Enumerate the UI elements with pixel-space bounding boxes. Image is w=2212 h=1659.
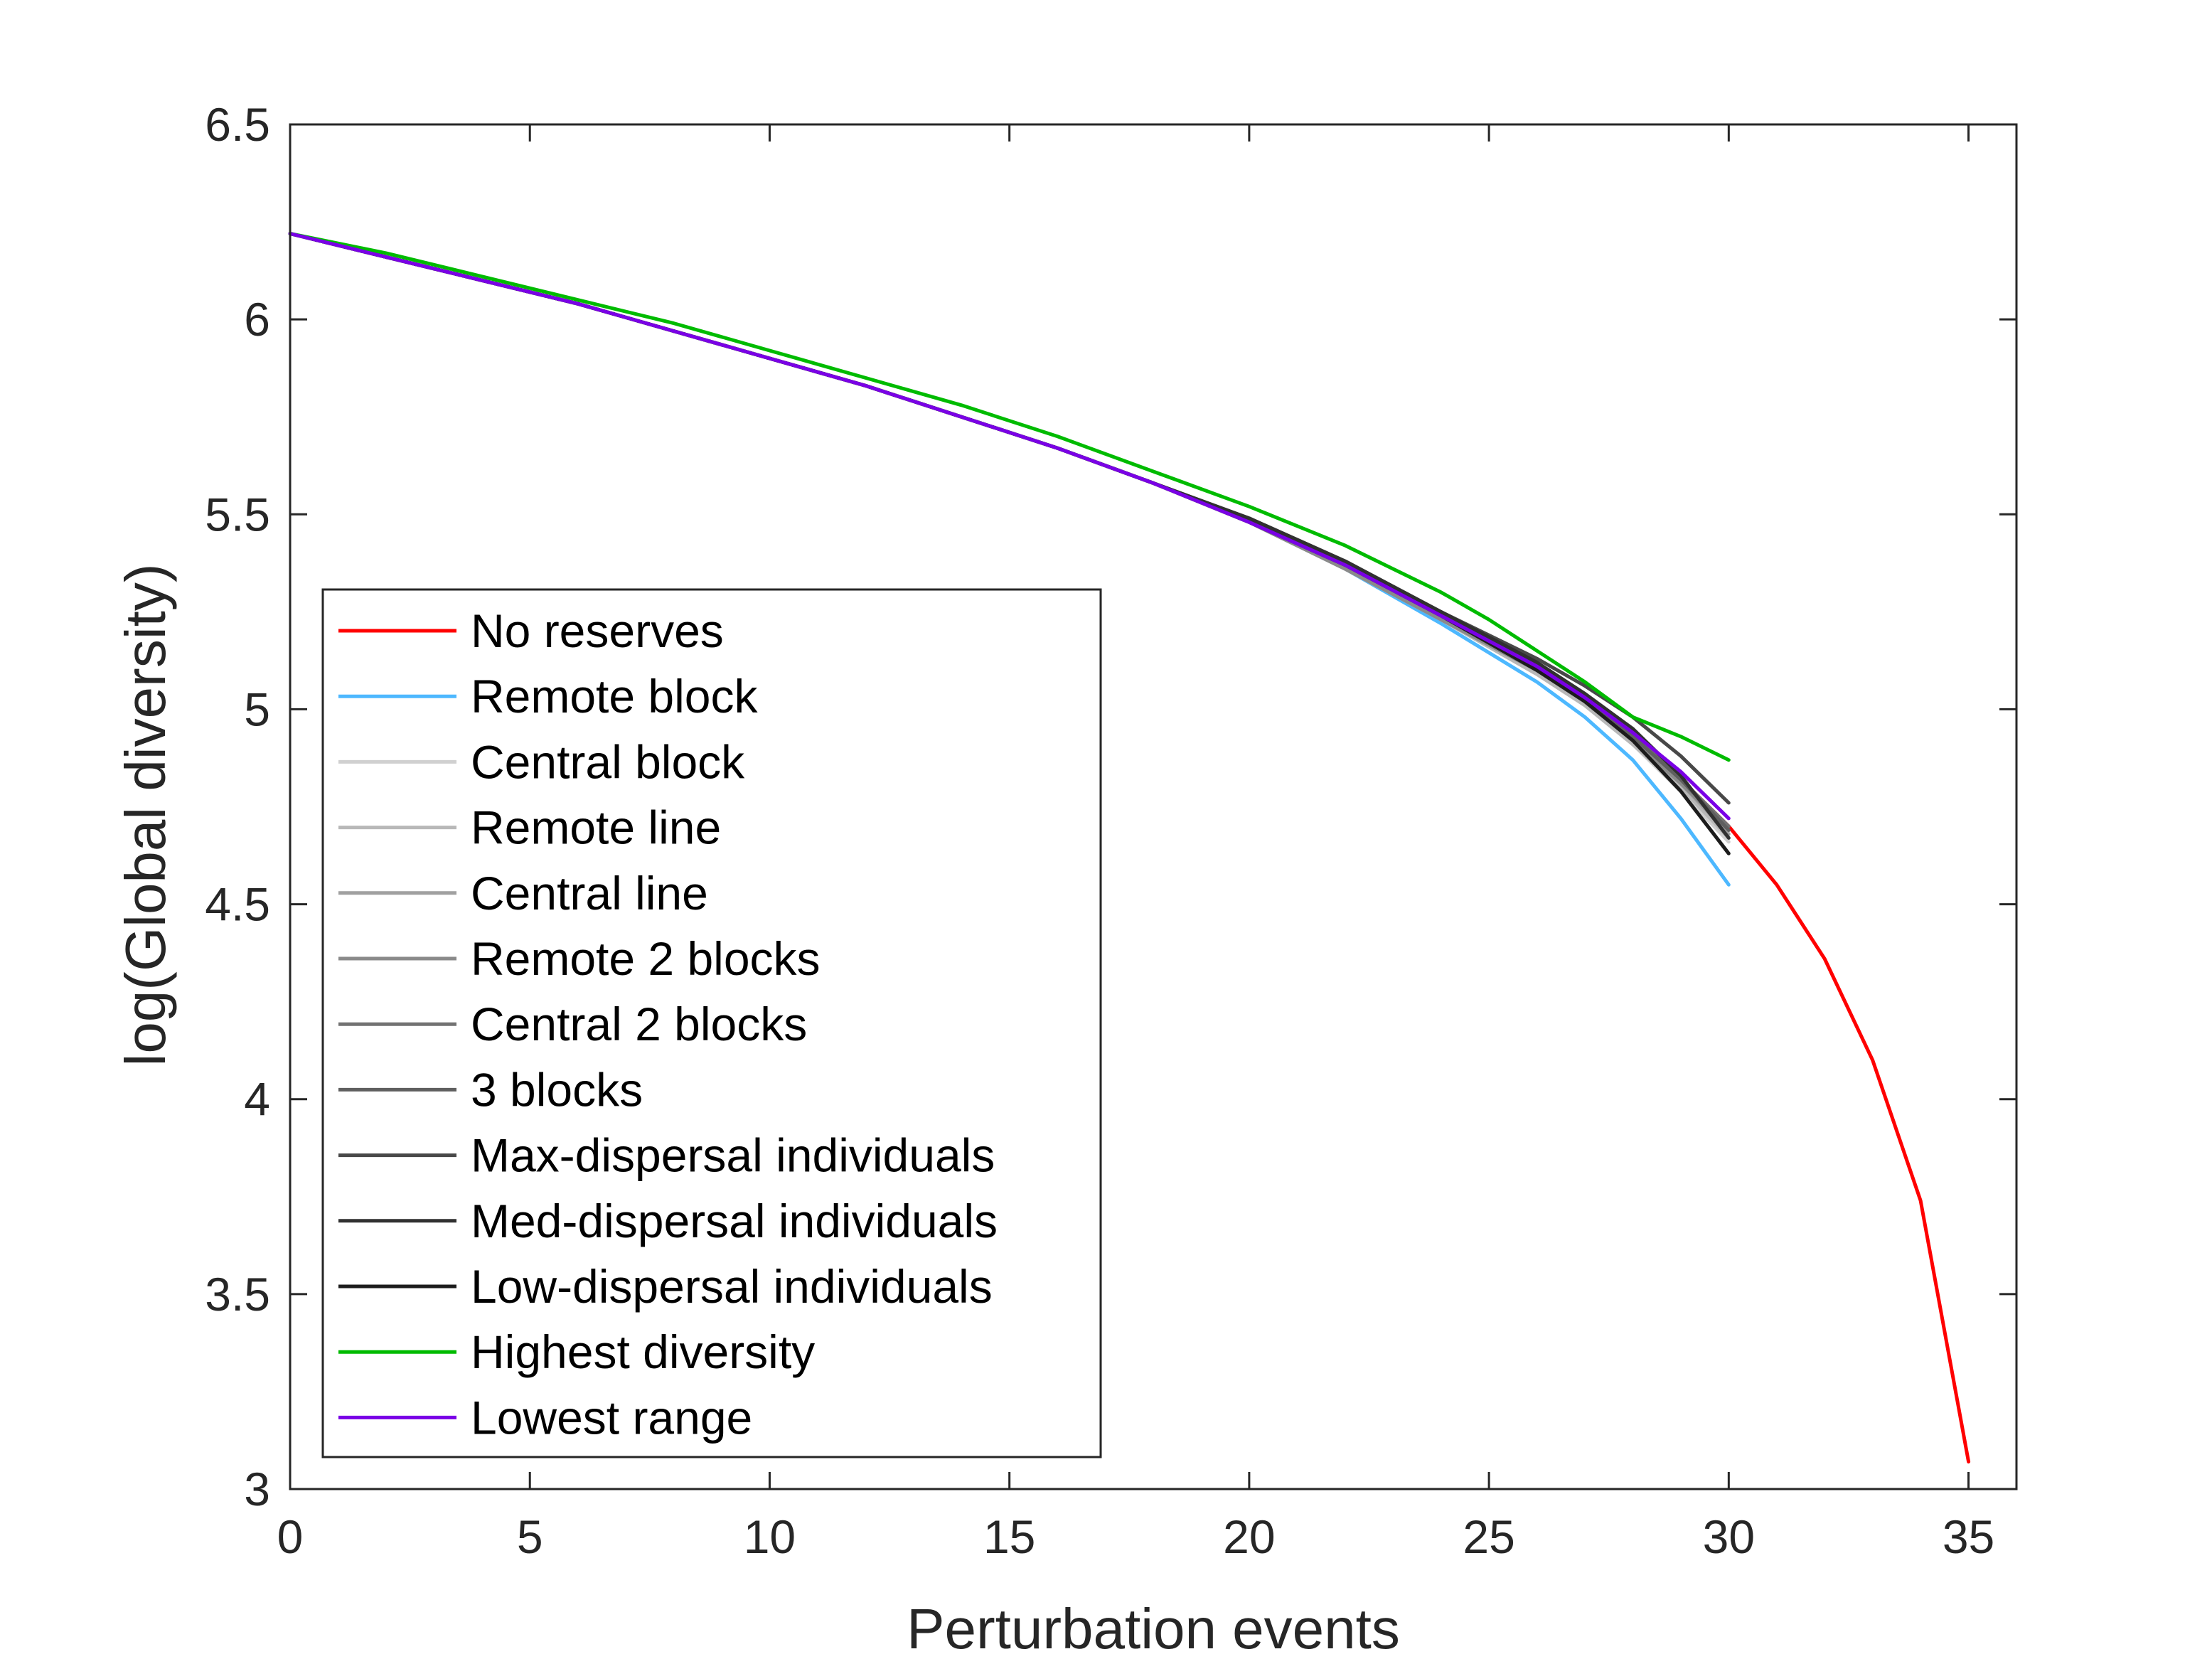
legend-item: Central 2 blocks — [338, 998, 807, 1050]
x-tick-label: 0 — [277, 1510, 304, 1563]
x-tick-label: 30 — [1703, 1510, 1755, 1563]
legend-label: Highest diversity — [471, 1325, 815, 1378]
x-tick-label: 35 — [1943, 1510, 1994, 1563]
legend-label: 3 blocks — [471, 1063, 643, 1116]
legend-label: No reserves — [471, 604, 724, 657]
legend-item: Max-dispersal individuals — [338, 1129, 995, 1182]
legend-item: Low-dispersal individuals — [338, 1260, 993, 1313]
y-tick-label: 3.5 — [205, 1268, 270, 1321]
series-line — [288, 232, 1731, 762]
x-tick-label: 5 — [517, 1510, 543, 1563]
legend-label: Central 2 blocks — [471, 998, 807, 1050]
legend-item: Remote line — [338, 801, 721, 854]
legend-item: Remote block — [338, 670, 759, 722]
axes-box — [289, 123, 2018, 1490]
axes-frame — [289, 123, 2018, 1490]
ticks: 0 5 10 15 20 25 30 35 3 3.5 4 4.5 5 5.5 6 6.5 — [205, 98, 2016, 1563]
legend-label: Low-dispersal individuals — [471, 1260, 993, 1313]
series-12 — [288, 232, 1731, 821]
y-tick-label: 5.5 — [205, 488, 270, 540]
y-axis-title: log(Global diversity) — [114, 564, 177, 1067]
x-tick-label: 25 — [1463, 1510, 1514, 1563]
legend-label: Central line — [471, 867, 708, 919]
x-axis-title: Perturbation events — [907, 1597, 1400, 1659]
legend: No reserves Remote block Central block Remo… — [321, 588, 1102, 1458]
series-layer — [288, 232, 1971, 1464]
legend-label: Med-dispersal individuals — [471, 1195, 998, 1247]
y-tick-label: 6 — [244, 293, 270, 346]
legend-label: Max-dispersal individuals — [471, 1129, 995, 1182]
y-tick-label: 6.5 — [205, 98, 270, 151]
series-11 — [288, 232, 1731, 762]
legend-item: 3 blocks — [338, 1063, 643, 1116]
legend-label: Remote line — [471, 801, 721, 854]
legend-label: Remote 2 blocks — [471, 932, 821, 985]
series-line — [288, 232, 1731, 821]
x-tick-label: 10 — [744, 1510, 796, 1563]
legend-item: No reserves — [338, 604, 724, 657]
legend-item: Central block — [338, 735, 745, 788]
y-tick-label: 4.5 — [205, 878, 270, 931]
legend-label: Lowest range — [471, 1391, 752, 1444]
legend-item: Central line — [338, 867, 708, 919]
legend-item: Highest diversity — [338, 1325, 815, 1378]
y-tick-label: 3 — [244, 1463, 270, 1515]
legend-item: Lowest range — [338, 1391, 752, 1444]
legend-label: Remote block — [471, 670, 759, 722]
x-tick-label: 15 — [983, 1510, 1035, 1563]
legend-item: Med-dispersal individuals — [338, 1195, 998, 1247]
y-tick-label: 4 — [244, 1073, 270, 1126]
legend-label: Central block — [471, 735, 745, 788]
legend-item: Remote 2 blocks — [338, 932, 821, 985]
x-tick-label: 20 — [1223, 1510, 1275, 1563]
y-tick-label: 5 — [244, 683, 270, 735]
